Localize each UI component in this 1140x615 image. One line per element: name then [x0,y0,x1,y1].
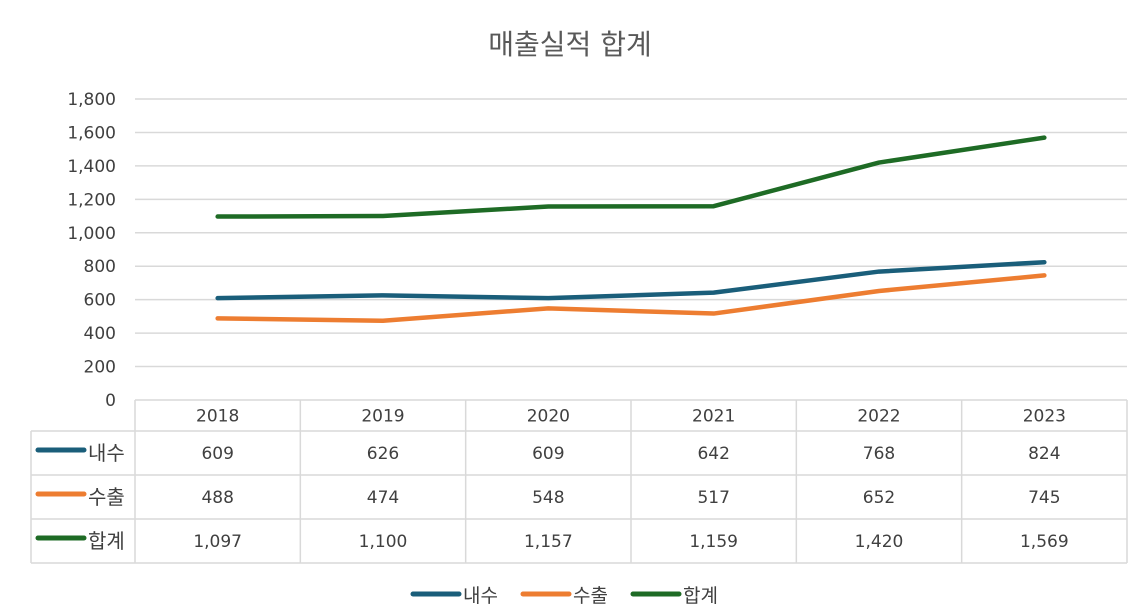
y-tick-label: 0 [105,391,116,411]
table-cell-value: 1,100 [359,532,408,552]
table-cell-value: 609 [532,444,564,464]
table-cell-value: 548 [532,488,564,508]
y-axis-ticks: 0 200 400 600 800 1,000 1,200 1,400 1,600 1,800 [67,90,116,411]
series-line-수출 [215,273,1047,323]
table-cell-value: 1,420 [855,532,904,552]
x-category-label: 2023 [1023,407,1066,427]
x-category-label: 2019 [361,407,404,427]
table-cell-value: 768 [863,444,895,464]
y-tick-label: 1,400 [67,157,116,177]
y-tick-label: 1,600 [67,123,116,143]
series-lines [215,135,1047,323]
table-cell-value: 652 [863,488,895,508]
series-line-내수 [215,259,1047,301]
legend-label: 합계 [683,585,718,607]
y-tick-label: 600 [84,291,116,311]
legend-label: 내수 [463,585,498,607]
gridlines [135,98,1127,368]
table-cell-value: 824 [1028,444,1060,464]
table-cell-value: 1,157 [524,532,573,552]
table-row-header: 수출 [88,485,125,509]
x-category-label: 2020 [527,407,570,427]
y-tick-label: 1,000 [67,224,116,244]
x-category-label: 2022 [857,407,900,427]
x-category-label: 2018 [196,407,239,427]
table-cell-value: 1,097 [193,532,242,552]
table-cell-value: 642 [697,444,729,464]
chart-title: 매출실적 합계 [488,28,651,61]
y-tick-label: 800 [84,257,116,277]
series-line-합계 [215,135,1047,219]
table-cell-value: 1,569 [1020,532,1069,552]
table-cell-value: 626 [367,444,399,464]
table-row-header: 내수 [88,441,125,465]
y-tick-label: 1,200 [67,190,116,210]
table-cell-value: 474 [367,488,399,508]
table-cell-value: 609 [201,444,233,464]
legend: 내수 수출 합계 [410,585,718,607]
table-cell-value: 517 [697,488,729,508]
y-tick-label: 400 [84,324,116,344]
table-cell-value: 1,159 [689,532,738,552]
table-cell-value: 488 [201,488,233,508]
table-row-header: 합계 [88,529,125,553]
y-tick-label: 200 [84,358,116,378]
legend-label: 수출 [573,585,608,607]
table-cell-value: 745 [1028,488,1060,508]
y-tick-label: 1,800 [67,90,116,110]
data-table: 2018 2019 2020 2021 2022 2023 내수 609 626 609 642 76… [30,399,1128,564]
x-category-label: 2021 [692,407,735,427]
